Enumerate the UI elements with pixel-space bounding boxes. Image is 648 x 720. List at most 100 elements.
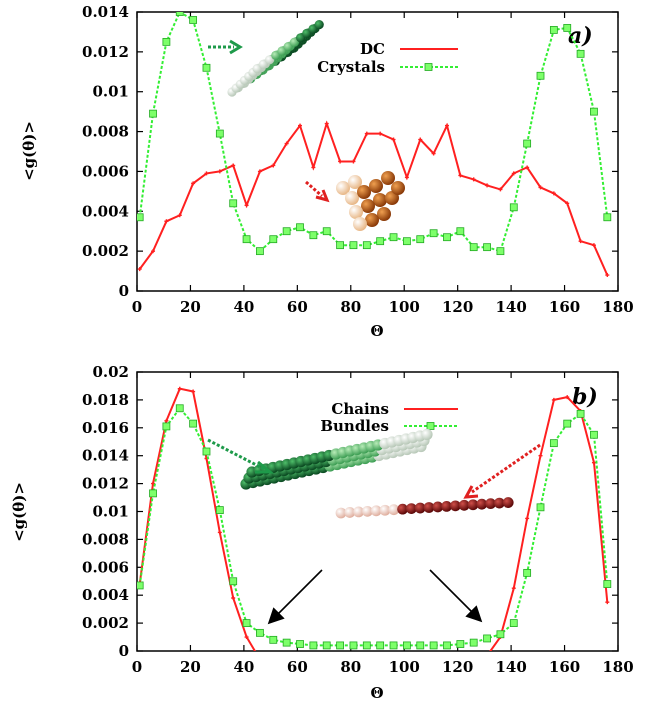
data-point-crystals xyxy=(256,247,264,256)
data-point-dc xyxy=(164,219,169,224)
x-axis-label-a: Θ xyxy=(370,322,383,340)
data-point-dc xyxy=(217,169,222,174)
chain-bead xyxy=(406,503,417,514)
x-tick-label: 140 xyxy=(495,298,526,316)
data-point-crystals xyxy=(309,231,318,240)
x-tick-label: 80 xyxy=(340,658,361,676)
legend-label-chains: Chains xyxy=(331,400,389,418)
data-point-bundles xyxy=(389,641,398,650)
chain-bead xyxy=(494,497,505,509)
x-tick-label: 180 xyxy=(602,658,633,676)
data-point-dc xyxy=(525,165,530,170)
red-arrowhead-a xyxy=(315,189,330,203)
data-point-bundles xyxy=(603,580,612,588)
chain-bead xyxy=(423,502,435,513)
chain-bead xyxy=(344,507,356,518)
data-point-bundles xyxy=(322,641,331,650)
data-point-crystals xyxy=(563,24,572,32)
y-tick-label: 0.02 xyxy=(92,363,129,381)
data-point-crystals xyxy=(523,139,532,148)
data-point-crystals xyxy=(336,241,344,250)
data-point-bundles xyxy=(215,506,224,515)
data-point-crystals xyxy=(282,227,291,236)
data-point-dc xyxy=(498,187,503,192)
data-point-bundles xyxy=(309,641,318,650)
data-point-crystals xyxy=(509,203,518,212)
data-point-chains xyxy=(164,418,169,423)
data-point-bundles xyxy=(496,630,505,639)
data-point-crystals xyxy=(443,233,451,242)
y-tick-label: 0.012 xyxy=(82,43,129,61)
x-tick-label: 40 xyxy=(233,658,254,676)
y-tick-label: 0.004 xyxy=(82,586,129,604)
data-point-bundles xyxy=(202,447,211,456)
data-point-chains xyxy=(244,635,249,640)
legend-label-bundles: Bundles xyxy=(320,417,389,435)
data-point-chains xyxy=(565,395,570,400)
data-point-crystals xyxy=(202,63,211,72)
data-point-dc xyxy=(271,163,276,168)
data-point-crystals xyxy=(189,16,198,24)
data-point-crystals xyxy=(162,37,171,46)
x-tick-label: 160 xyxy=(549,298,580,316)
y-tick-label: 0.004 xyxy=(82,202,129,220)
x-tick-label: 0 xyxy=(132,298,142,316)
data-point-crystals xyxy=(149,109,157,118)
data-point-bundles xyxy=(362,641,371,650)
series-line-bundles xyxy=(138,406,609,647)
data-point-dc xyxy=(244,203,249,208)
dc-bead xyxy=(348,175,362,189)
data-point-chains xyxy=(177,386,182,391)
x-tick-label: 160 xyxy=(549,658,580,676)
dc-bead xyxy=(353,217,367,231)
x-tick-label: 60 xyxy=(287,658,308,676)
green-arrowhead-a xyxy=(229,39,243,55)
data-point-bundles xyxy=(336,641,344,650)
data-point-bundles xyxy=(523,568,532,577)
x-tick-label: 140 xyxy=(495,658,526,676)
data-point-bundles xyxy=(509,619,518,627)
data-point-dc xyxy=(338,159,343,164)
data-point-dc xyxy=(311,165,316,170)
x-tick-label: 40 xyxy=(233,298,254,316)
y-tick-label: 0.018 xyxy=(82,391,129,409)
data-point-crystals xyxy=(376,237,385,246)
series-line-crystals xyxy=(138,12,609,253)
data-point-crystals xyxy=(322,227,331,236)
data-point-crystals xyxy=(549,26,558,34)
data-point-crystals xyxy=(483,243,491,252)
chain-bead xyxy=(502,497,514,508)
dc-bead xyxy=(345,191,359,205)
chain-bead xyxy=(476,498,488,510)
data-point-dc xyxy=(324,121,329,126)
data-point-dc xyxy=(471,177,476,182)
chain-bead xyxy=(388,504,400,516)
data-point-dc xyxy=(538,185,543,190)
data-point-bundles xyxy=(590,430,598,439)
data-point-dc xyxy=(151,249,156,254)
data-point-bundles xyxy=(282,638,291,647)
series-b xyxy=(137,386,612,661)
chain-illustration xyxy=(335,497,514,519)
data-point-bundles xyxy=(549,439,558,448)
data-point-crystals xyxy=(536,71,545,80)
data-point-bundles xyxy=(576,409,585,418)
chain-bead xyxy=(379,504,391,516)
data-point-bundles xyxy=(189,419,198,428)
y-tick-label: 0.006 xyxy=(82,558,129,576)
data-point-bundles xyxy=(349,641,358,650)
legend-marker-crystals xyxy=(424,63,433,71)
panel-label-a: a) xyxy=(568,23,593,49)
data-point-dc xyxy=(565,201,570,206)
y-tick-label: 0.008 xyxy=(82,530,129,548)
data-point-chains xyxy=(511,586,516,591)
y-tick-label: 0 xyxy=(119,642,129,660)
panel-b: 0 20 40 60 80 100 120 140 160 180 0 0.002 0.004 0.006… xyxy=(10,363,634,702)
axes-b: 0 20 40 60 80 100 120 140 160 180 0 0.002 0.004 0.006… xyxy=(82,363,634,676)
legend-marker-bundles xyxy=(426,422,435,430)
data-point-crystals xyxy=(429,229,438,238)
data-point-chains xyxy=(482,657,486,661)
series-line-dc xyxy=(138,120,609,276)
x-tick-label: 60 xyxy=(287,298,308,316)
